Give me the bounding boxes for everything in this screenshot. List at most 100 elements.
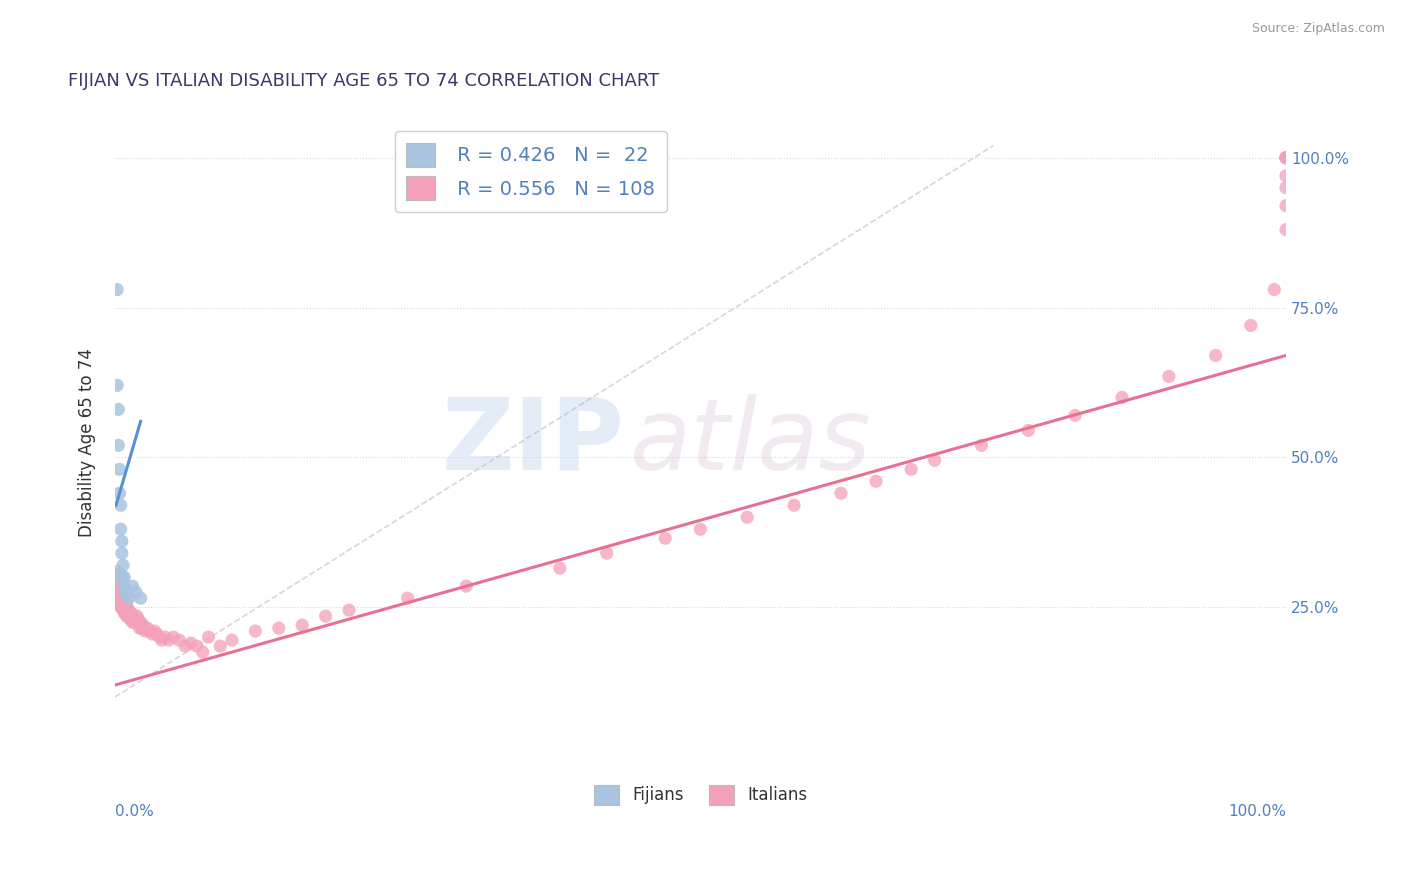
Point <box>120 606 142 620</box>
Text: 0.0%: 0.0% <box>115 805 153 819</box>
Point <box>174 639 197 653</box>
Point <box>112 579 135 593</box>
Point <box>107 579 129 593</box>
Point <box>115 597 138 611</box>
Point <box>112 594 135 608</box>
Point <box>1205 348 1227 362</box>
Point <box>111 570 134 584</box>
Point <box>111 597 134 611</box>
Point <box>654 531 676 545</box>
Point <box>105 582 128 597</box>
Point <box>111 591 134 606</box>
Point <box>1157 369 1180 384</box>
Point <box>1111 391 1133 405</box>
Point <box>117 603 139 617</box>
Point <box>110 498 132 512</box>
Point <box>1275 169 1298 183</box>
Point <box>1275 222 1298 236</box>
Point <box>111 594 134 608</box>
Point <box>1064 409 1087 423</box>
Point <box>108 462 131 476</box>
Point <box>128 621 150 635</box>
Point <box>180 636 202 650</box>
Point <box>107 570 129 584</box>
Point <box>111 546 134 560</box>
Point <box>112 600 135 615</box>
Point <box>111 558 134 573</box>
Point <box>110 594 132 608</box>
Point <box>689 522 711 536</box>
Point <box>157 633 180 648</box>
Point <box>396 591 419 606</box>
Point <box>118 591 141 606</box>
Point <box>456 579 478 593</box>
Point <box>117 588 139 602</box>
Point <box>924 453 946 467</box>
Point <box>162 630 184 644</box>
Point <box>209 639 232 653</box>
Point <box>115 603 138 617</box>
Text: FIJIAN VS ITALIAN DISABILITY AGE 65 TO 74 CORRELATION CHART: FIJIAN VS ITALIAN DISABILITY AGE 65 TO 7… <box>67 72 659 90</box>
Point <box>108 579 131 593</box>
Point <box>245 624 267 639</box>
Point <box>111 603 134 617</box>
Point <box>146 627 169 641</box>
Point <box>112 606 135 620</box>
Point <box>548 561 571 575</box>
Point <box>186 639 208 653</box>
Point <box>107 402 129 417</box>
Point <box>865 475 887 489</box>
Point <box>1017 423 1039 437</box>
Point <box>153 630 176 644</box>
Point <box>107 591 129 606</box>
Point <box>111 534 134 549</box>
Point <box>1275 151 1298 165</box>
Point <box>131 621 153 635</box>
Point <box>117 609 139 624</box>
Point <box>112 570 135 584</box>
Point <box>735 510 758 524</box>
Point <box>1275 151 1298 165</box>
Point <box>900 462 922 476</box>
Point <box>105 573 128 587</box>
Text: ZIP: ZIP <box>441 394 624 491</box>
Point <box>114 603 136 617</box>
Point <box>127 612 149 626</box>
Text: atlas: atlas <box>630 394 872 491</box>
Point <box>105 378 128 392</box>
Point <box>114 582 136 597</box>
Point <box>132 621 155 635</box>
Point <box>105 579 128 593</box>
Point <box>118 612 141 626</box>
Point <box>122 609 145 624</box>
Point <box>110 600 132 615</box>
Point <box>1263 283 1285 297</box>
Point <box>111 600 134 615</box>
Point <box>105 567 128 582</box>
Point <box>108 597 131 611</box>
Point <box>108 585 131 599</box>
Point <box>118 606 141 620</box>
Point <box>110 588 132 602</box>
Point <box>337 603 360 617</box>
Point <box>139 624 162 639</box>
Point <box>108 591 131 606</box>
Point <box>115 609 138 624</box>
Point <box>1275 199 1298 213</box>
Legend: Fijians, Italians: Fijians, Italians <box>588 778 814 812</box>
Point <box>148 630 170 644</box>
Point <box>111 588 134 602</box>
Point <box>114 597 136 611</box>
Point <box>125 585 148 599</box>
Point <box>267 621 290 635</box>
Point <box>150 633 173 648</box>
Point <box>143 624 166 639</box>
Point <box>129 591 152 606</box>
Point <box>121 609 143 624</box>
Point <box>167 633 190 648</box>
Point <box>970 438 993 452</box>
Point <box>110 582 132 597</box>
Text: 100.0%: 100.0% <box>1227 805 1286 819</box>
Point <box>197 630 219 644</box>
Point <box>118 609 141 624</box>
